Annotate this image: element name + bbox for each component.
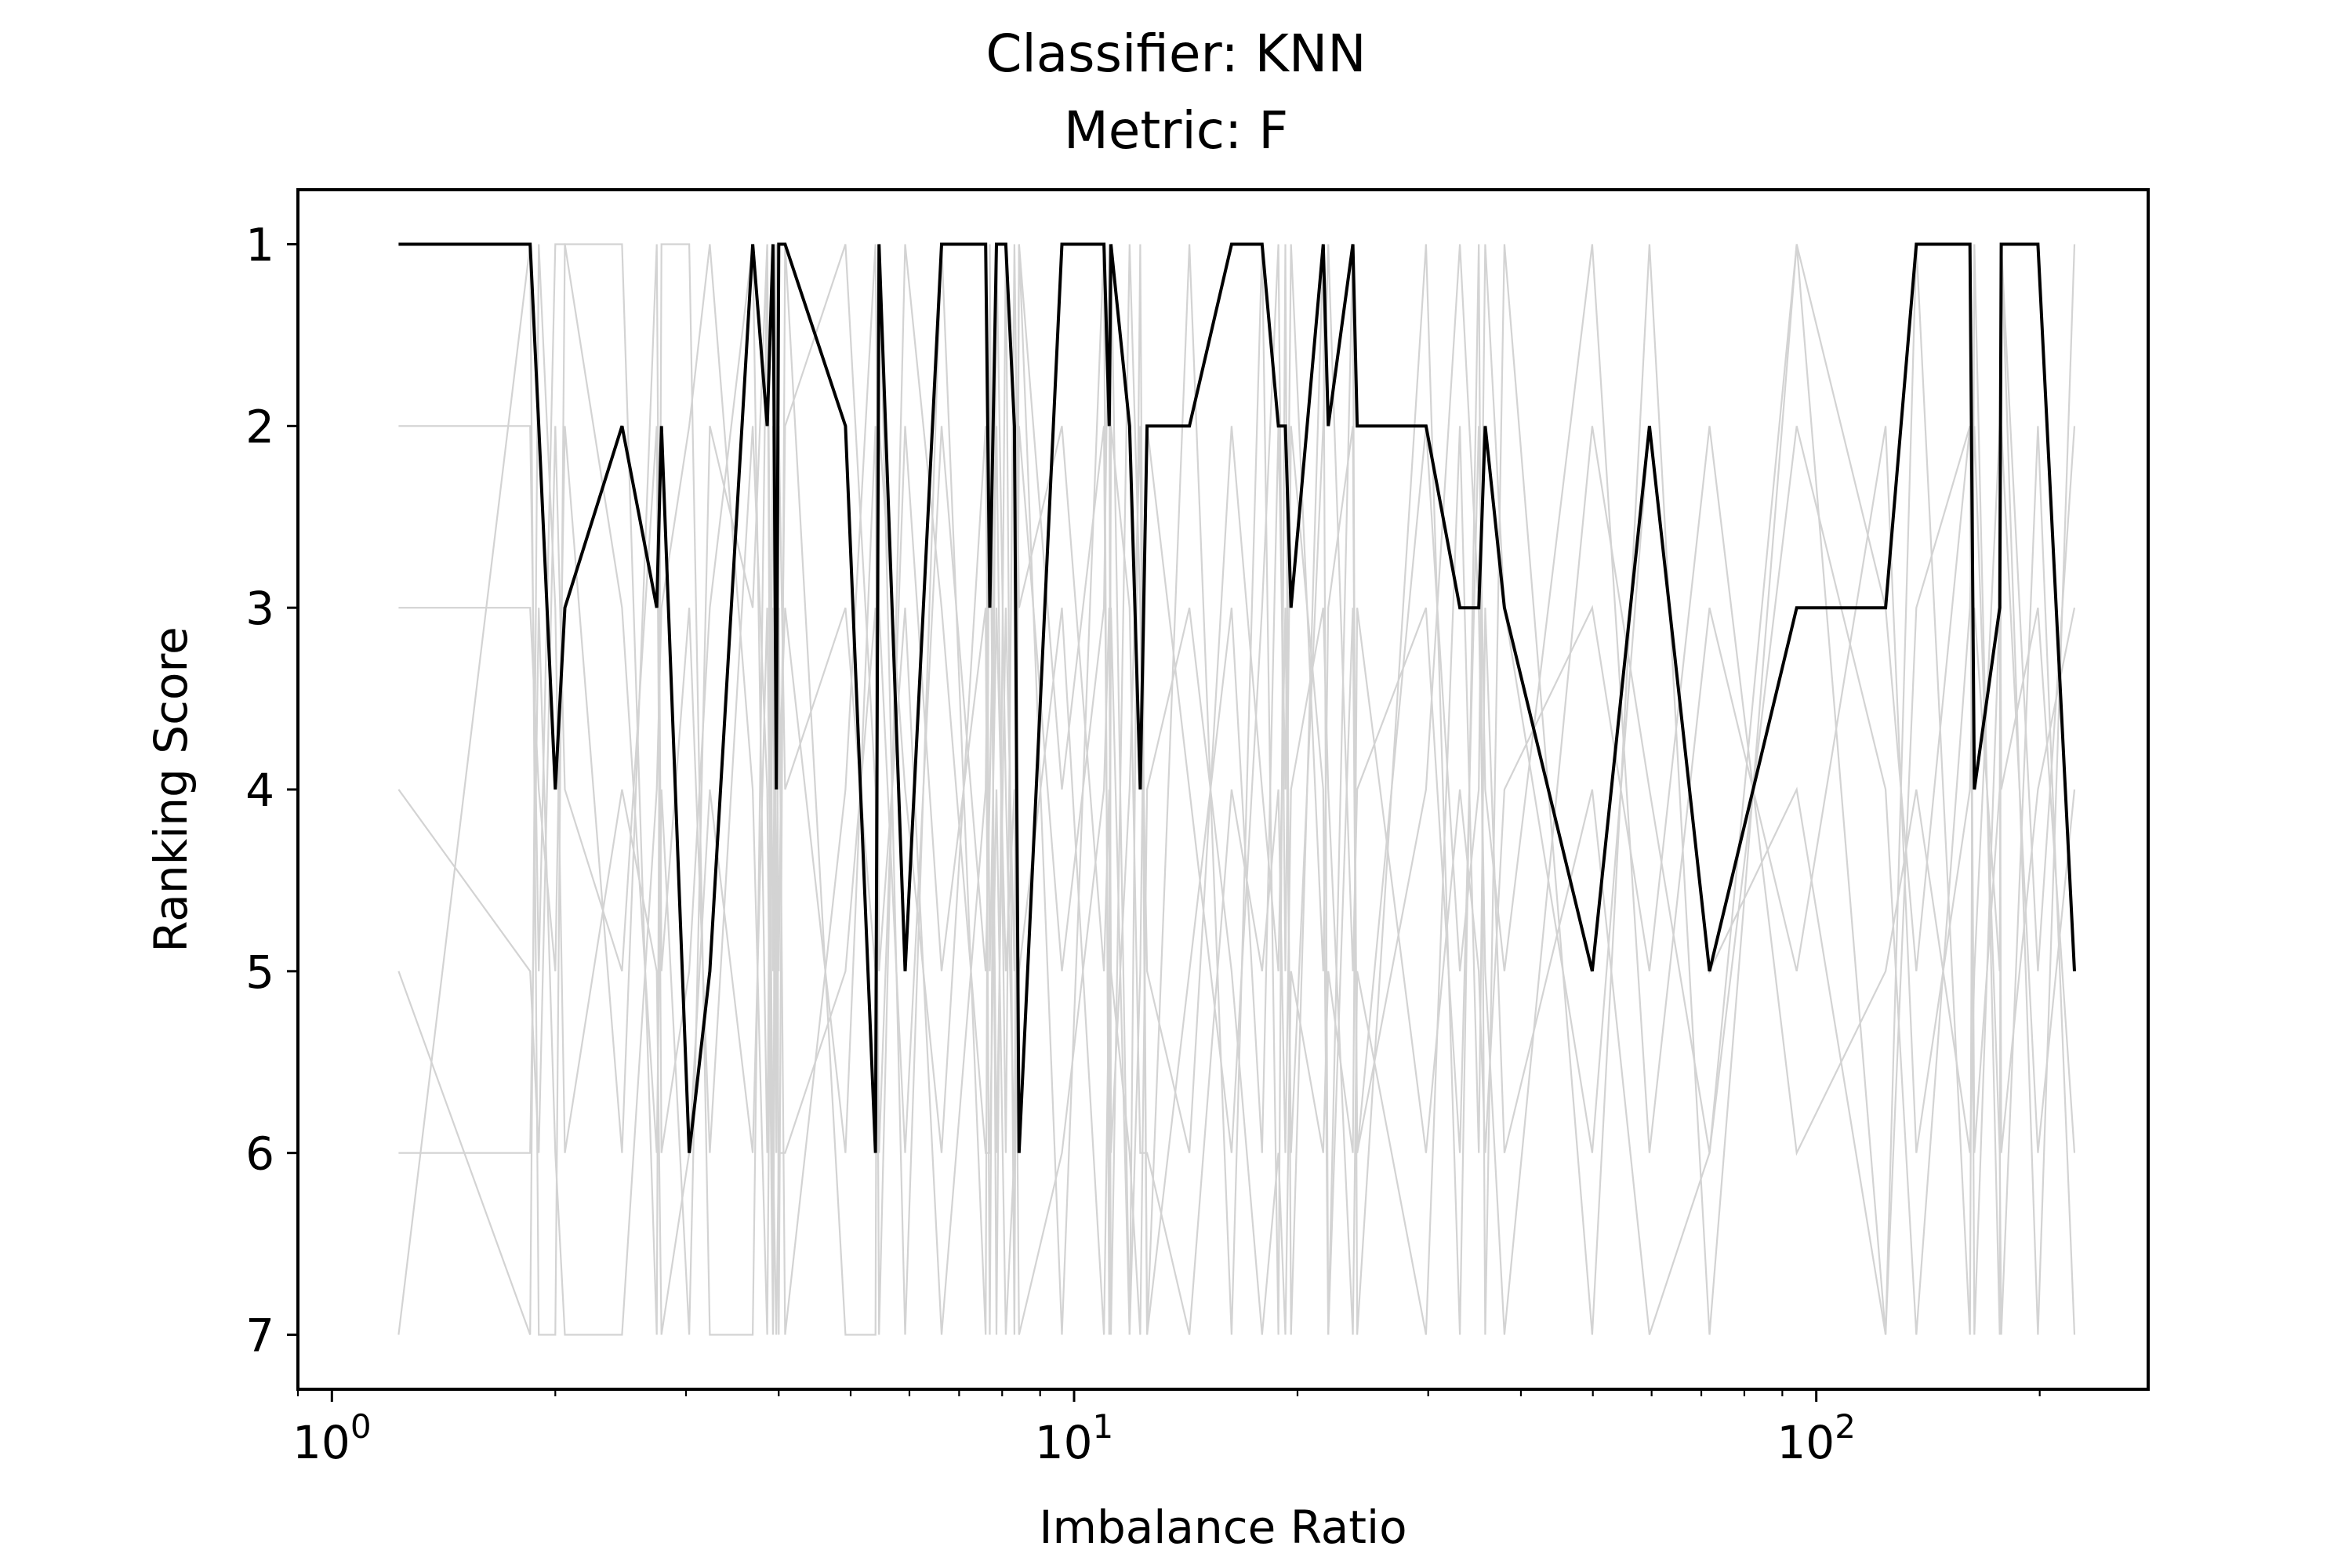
y-tick-label: 7 xyxy=(245,1308,274,1362)
y-tick-label: 6 xyxy=(245,1127,274,1181)
y-axis: 1 2 3 4 5 6 7 xyxy=(245,219,298,1362)
y-axis-label: Ranking Score xyxy=(144,626,198,953)
x-axis-label: Imbalance Ratio xyxy=(1039,1501,1406,1554)
chart-subtitle: Metric: F xyxy=(1063,100,1289,161)
y-tick-label: 5 xyxy=(245,946,274,999)
series-line-background xyxy=(398,244,2076,1336)
x-tick-label: 102 xyxy=(1777,1407,1856,1469)
y-tick-label: 2 xyxy=(245,400,274,453)
background-series-group xyxy=(397,243,2076,1336)
y-tick-label: 1 xyxy=(245,219,274,272)
plot-frame xyxy=(296,188,2150,1391)
highlight-series-group xyxy=(398,242,2076,1153)
chart-title: Classifier: KNN xyxy=(985,24,1367,84)
x-tick-label: 101 xyxy=(1035,1407,1114,1469)
series-line-highlight xyxy=(398,242,2076,1153)
y-tick-label: 4 xyxy=(245,764,274,817)
x-tick-label: 100 xyxy=(292,1407,372,1469)
x-axis: 100 101 102 xyxy=(292,1389,2041,1469)
y-tick-label: 3 xyxy=(245,582,274,635)
series-line-background xyxy=(397,244,2076,1335)
